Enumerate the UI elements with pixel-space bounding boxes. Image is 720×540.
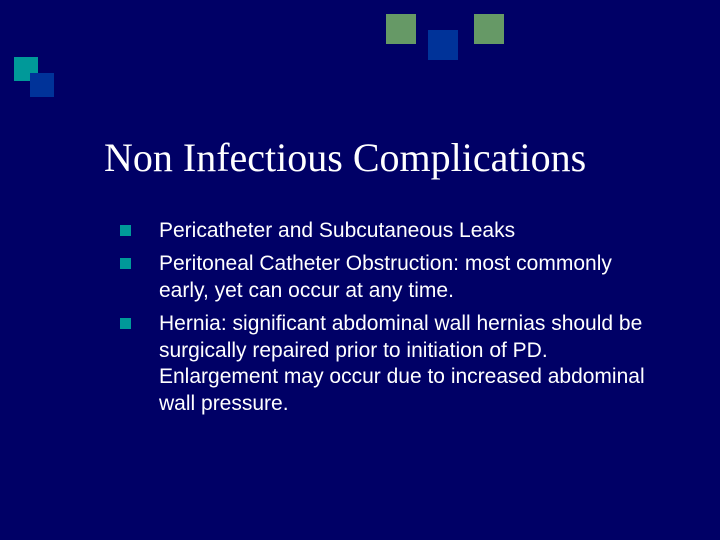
bullet-icon <box>120 225 131 236</box>
deco-square-2 <box>30 73 54 97</box>
slide-title: Non Infectious Complications <box>104 134 586 181</box>
list-item-text: Hernia: significant abdominal wall herni… <box>159 311 660 419</box>
list-item-text: Pericatheter and Subcutaneous Leaks <box>159 218 515 245</box>
deco-square-5 <box>474 14 504 44</box>
list-item: Hernia: significant abdominal wall herni… <box>120 311 660 419</box>
list-item: Pericatheter and Subcutaneous Leaks <box>120 218 660 245</box>
list-item: Peritoneal Catheter Obstruction: most co… <box>120 251 660 305</box>
bullet-icon <box>120 258 131 269</box>
list-item-text: Peritoneal Catheter Obstruction: most co… <box>159 251 660 305</box>
bullet-list: Pericatheter and Subcutaneous Leaks Peri… <box>120 218 660 424</box>
bullet-icon <box>120 318 131 329</box>
deco-square-3 <box>386 14 416 44</box>
deco-square-4 <box>428 30 458 60</box>
